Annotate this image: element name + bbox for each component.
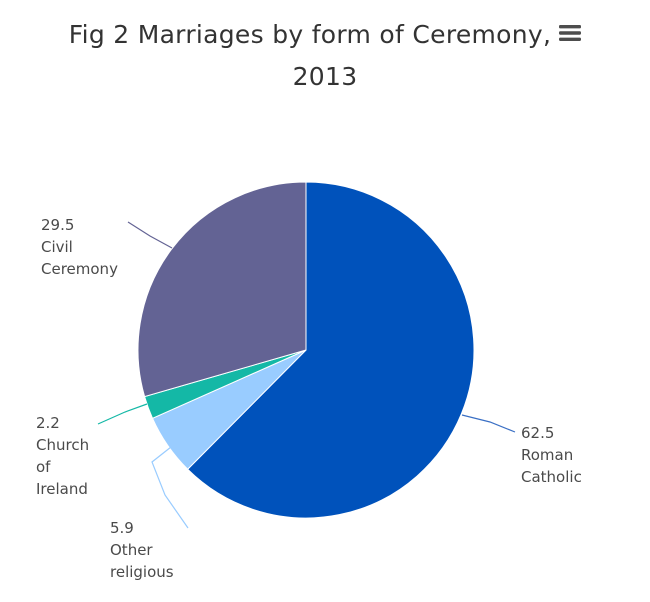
data-label-text: Ireland — [36, 480, 88, 498]
leader-line-other-religious — [151, 446, 189, 529]
data-label-civil-ceremony: 29.5 Civil Ceremony — [41, 216, 118, 278]
pie-slice-civil-ceremony[interactable] — [137, 181, 307, 398]
chart-title-line-1: Fig 2 Marriages by form of Ceremony, — [68, 20, 552, 49]
chart-title: Fig 2 Marriages by form of Ceremony, 201… — [0, 14, 650, 98]
data-label-text: Roman — [521, 446, 573, 464]
data-label-text: religious — [110, 563, 174, 581]
data-label-value: 62.5 — [521, 424, 554, 442]
data-label-text: Church — [36, 436, 89, 454]
data-label-text: of — [36, 458, 51, 476]
data-label-text: Other — [110, 541, 153, 559]
data-label-value: 2.2 — [36, 414, 60, 432]
data-label-text: Civil — [41, 238, 73, 256]
pie-data-labels: 62.5 Roman Catholic 5.9 Other religious 2.2 Chu… — [36, 216, 582, 581]
data-label-text: Catholic — [521, 468, 582, 486]
pie-slices — [137, 181, 475, 519]
leader-line-church-of-ireland — [97, 403, 148, 425]
chart-title-line-2: 2013 — [292, 62, 358, 91]
data-label-church-of-ireland: 2.2 Church of Ireland — [36, 414, 89, 498]
hamburger-menu-icon[interactable] — [559, 24, 582, 42]
pie-slice-roman-catholic[interactable] — [186, 181, 475, 519]
data-label-value: 5.9 — [110, 519, 134, 537]
leader-line-civil-ceremony — [127, 221, 173, 249]
data-label-text: Ceremony — [41, 260, 118, 278]
data-label-other-religious: 5.9 Other religious — [110, 519, 174, 581]
data-label-value: 29.5 — [41, 216, 74, 234]
data-label-roman-catholic: 62.5 Roman Catholic — [521, 424, 582, 486]
pie-leader-lines — [97, 221, 516, 529]
leader-line-roman-catholic — [461, 414, 516, 433]
